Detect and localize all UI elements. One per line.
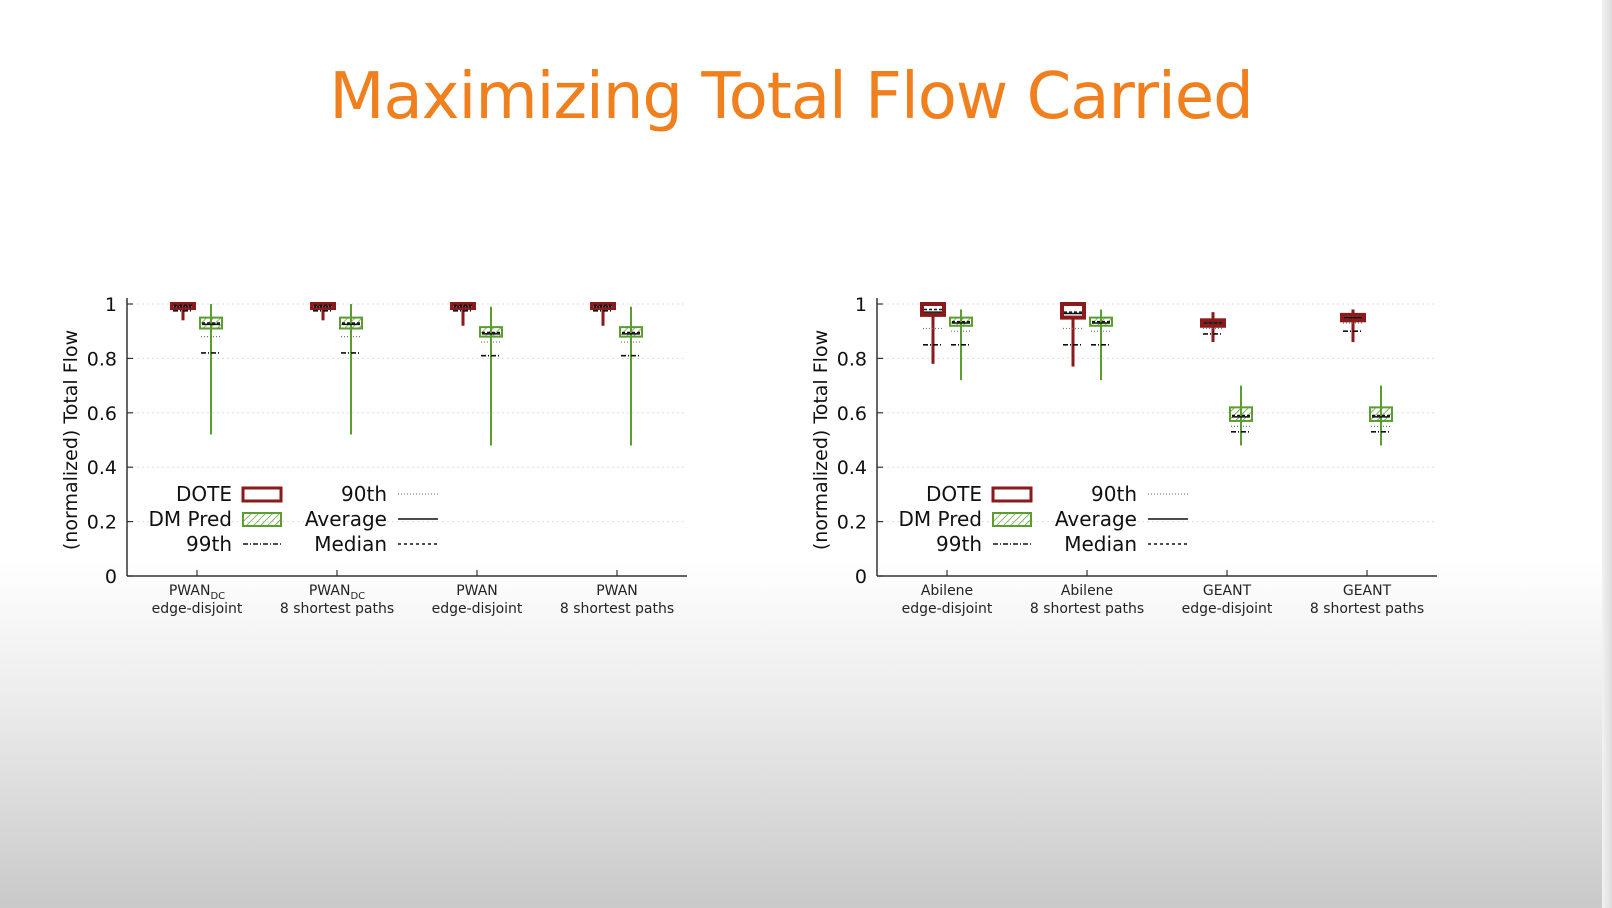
box (1229, 406, 1253, 422)
chart-abilene-geant: 0 0.2 0.4 0.6 0.8 1 (normalized) Total Flow Abi… (810, 294, 1437, 617)
box (1089, 316, 1113, 327)
slide-right-edge (1602, 0, 1612, 908)
y-tick-label: 0.2 (87, 512, 117, 534)
box (920, 302, 946, 317)
box-dote (170, 302, 196, 321)
category-label: PWANDC (169, 583, 225, 602)
legend-label: Median (1064, 532, 1137, 556)
category-label-line2: 8 shortest paths (560, 601, 674, 617)
category-label: PWANDC (309, 583, 365, 602)
box (619, 326, 643, 338)
y-tick-label: 1 (855, 294, 867, 316)
legend-label: 99th (186, 532, 232, 556)
legend-label: DM Pred (148, 507, 232, 531)
category-label-line2: 8 shortest paths (1310, 601, 1424, 617)
category-label-line2: edge-disjoint (1182, 601, 1273, 617)
category-label: GEANT (1343, 583, 1392, 599)
box-dote (1060, 302, 1086, 367)
category-label: PWAN (456, 583, 498, 599)
box-dm-pred (339, 304, 363, 435)
legend-label: Median (314, 532, 387, 556)
box (1369, 406, 1393, 422)
box-dote (310, 302, 336, 321)
y-tick-label: 0 (105, 566, 117, 588)
legend-swatch (242, 512, 282, 527)
box (949, 316, 973, 327)
legend-label: 99th (936, 532, 982, 556)
box (339, 316, 363, 330)
y-tick-label: 0.4 (837, 457, 867, 479)
y-tick-label: 0.8 (837, 348, 867, 370)
box-dm-pred (479, 306, 503, 446)
category-label: Abilene (1061, 583, 1113, 599)
y-tick-label: 0.2 (837, 512, 867, 534)
box-dm-pred (949, 309, 973, 381)
chart-pwan: 0 0.2 0.4 0.6 0.8 1 (normalized) Total Flow PWA… (60, 294, 687, 617)
y-tick-label: 0 (855, 566, 867, 588)
legend-label: 90th (1091, 482, 1137, 506)
category-label-line2: 8 shortest paths (280, 601, 394, 617)
y-axis-label: (normalized) Total Flow (810, 330, 832, 550)
category-label: Abilene (921, 583, 973, 599)
category-label-line2: edge-disjoint (432, 601, 523, 617)
y-tick-label: 1 (105, 294, 117, 316)
legend-label: DOTE (176, 482, 232, 506)
y-tick-label: 0.4 (87, 457, 117, 479)
y-tick-label: 0.8 (87, 348, 117, 370)
category-label: PWAN (596, 583, 638, 599)
box-dote (1340, 309, 1366, 343)
legend-label: 90th (341, 482, 387, 506)
category-label: GEANT (1203, 583, 1252, 599)
box (479, 326, 503, 338)
box-dote (1200, 312, 1226, 343)
legend-label: DM Pred (898, 507, 982, 531)
legend-swatch (241, 486, 283, 503)
box-dm-pred (1369, 385, 1393, 446)
category-label-line2: edge-disjoint (152, 601, 243, 617)
category-label-line2: 8 shortest paths (1030, 601, 1144, 617)
y-axis-label: (normalized) Total Flow (60, 330, 82, 550)
category-label-line2: edge-disjoint (902, 601, 993, 617)
legend-swatch (992, 512, 1032, 527)
legend-label: Average (1055, 507, 1137, 531)
box (199, 316, 223, 330)
legend-swatch (991, 486, 1033, 503)
box-dote (450, 302, 476, 326)
y-tick-label: 0.6 (87, 403, 117, 425)
box-dote (920, 302, 946, 364)
slide-title: Maximizing Total Flow Carried (329, 60, 1254, 134)
box-dote (590, 302, 616, 326)
legend-label: DOTE (926, 482, 982, 506)
box (1060, 302, 1086, 320)
box-dm-pred (619, 306, 643, 446)
box-dm-pred (1229, 385, 1253, 446)
legend-label: Average (305, 507, 387, 531)
box-dm-pred (1089, 309, 1113, 381)
y-tick-label: 0.6 (837, 403, 867, 425)
box-dm-pred (199, 304, 223, 435)
